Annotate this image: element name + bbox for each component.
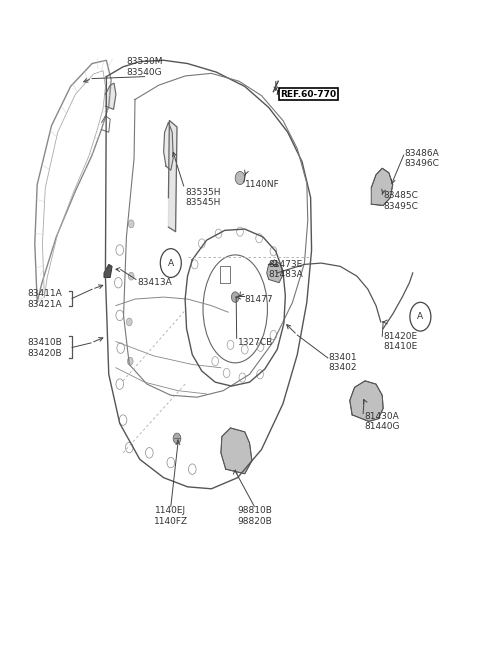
Circle shape (126, 318, 132, 326)
Text: 81430A
81440G: 81430A 81440G (364, 412, 399, 431)
Polygon shape (164, 122, 173, 170)
Text: 83413A: 83413A (137, 278, 172, 287)
Polygon shape (104, 264, 112, 277)
Polygon shape (371, 168, 393, 206)
Text: 83535H
83545H: 83535H 83545H (185, 188, 221, 208)
Text: A: A (417, 312, 423, 321)
Circle shape (127, 357, 133, 365)
Polygon shape (350, 381, 383, 421)
Text: 98810B
98820B: 98810B 98820B (237, 507, 272, 526)
Circle shape (231, 292, 239, 302)
Polygon shape (168, 120, 177, 232)
Text: 1140NF: 1140NF (245, 180, 279, 189)
Text: 83410B
83420B: 83410B 83420B (28, 338, 62, 358)
Text: 83530M
83540G: 83530M 83540G (126, 57, 163, 77)
Circle shape (173, 433, 181, 443)
Circle shape (235, 171, 245, 185)
Text: 81420E
81410E: 81420E 81410E (383, 332, 418, 351)
Circle shape (128, 272, 134, 280)
Text: A: A (168, 259, 174, 267)
Text: 1327CB: 1327CB (238, 338, 273, 348)
Polygon shape (221, 428, 252, 474)
Text: 83485C
83495C: 83485C 83495C (383, 191, 418, 211)
Polygon shape (106, 83, 116, 109)
Text: 81477: 81477 (245, 294, 274, 304)
Text: 83486A
83496C: 83486A 83496C (405, 148, 440, 168)
Polygon shape (267, 260, 283, 283)
Text: 83401
83402: 83401 83402 (328, 353, 357, 373)
Text: 81473E
81483A: 81473E 81483A (269, 260, 303, 279)
Text: 83411A
83421A: 83411A 83421A (28, 289, 62, 309)
Circle shape (128, 220, 134, 228)
Text: REF.60-770: REF.60-770 (281, 90, 336, 99)
Text: 1140EJ
1140FZ: 1140EJ 1140FZ (154, 507, 188, 526)
